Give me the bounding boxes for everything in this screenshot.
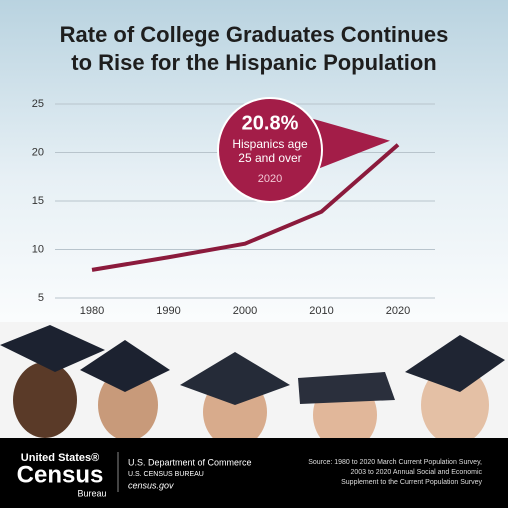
source: 2003 to 2020 Annual Social and Economic xyxy=(350,469,482,476)
x-tick-label: 2000 xyxy=(233,305,257,317)
x-tick-label: 1990 xyxy=(156,305,180,317)
annotation-year: 2020 xyxy=(258,173,282,185)
logo-text: United States® xyxy=(21,452,99,464)
annotation: 25 and over xyxy=(238,151,301,165)
url: census.gov xyxy=(128,480,174,490)
annotation: Hispanics age xyxy=(232,137,308,151)
logo-text: Bureau xyxy=(77,488,106,498)
y-tick-label: 20 xyxy=(32,146,44,158)
x-tick-label: 2020 xyxy=(386,305,410,317)
footer-band xyxy=(0,438,508,508)
y-tick-label: 25 xyxy=(32,98,44,110)
callout xyxy=(310,118,390,170)
x-tick-label: 1980 xyxy=(80,305,104,317)
photo xyxy=(0,322,508,451)
callout xyxy=(217,97,323,203)
y-tick-label: 15 xyxy=(32,195,44,207)
chart-title: to Rise for the Hispanic Population xyxy=(71,50,436,75)
value-label: 20.8% xyxy=(242,112,299,134)
department: U.S. Department of Commerce xyxy=(128,457,252,467)
plot-area: 5 10 15 20 25 1980 1990 2000 2010 2020 20.8% Hispan… xyxy=(32,97,435,317)
data-line xyxy=(91,143,400,272)
source: Supplement to the Current Population Sur… xyxy=(341,479,482,486)
source: Source: 1980 to 2020 March Current Popul… xyxy=(308,459,482,466)
y-tick-label: 5 xyxy=(38,292,44,304)
x-tick-label: 2010 xyxy=(309,305,333,317)
logo-text: Census xyxy=(17,461,104,488)
bureau: U.S. CENSUS BUREAU xyxy=(128,471,204,478)
y-tick-label: 10 xyxy=(32,243,44,255)
chart-title: Rate of College Graduates Continues xyxy=(60,22,449,47)
